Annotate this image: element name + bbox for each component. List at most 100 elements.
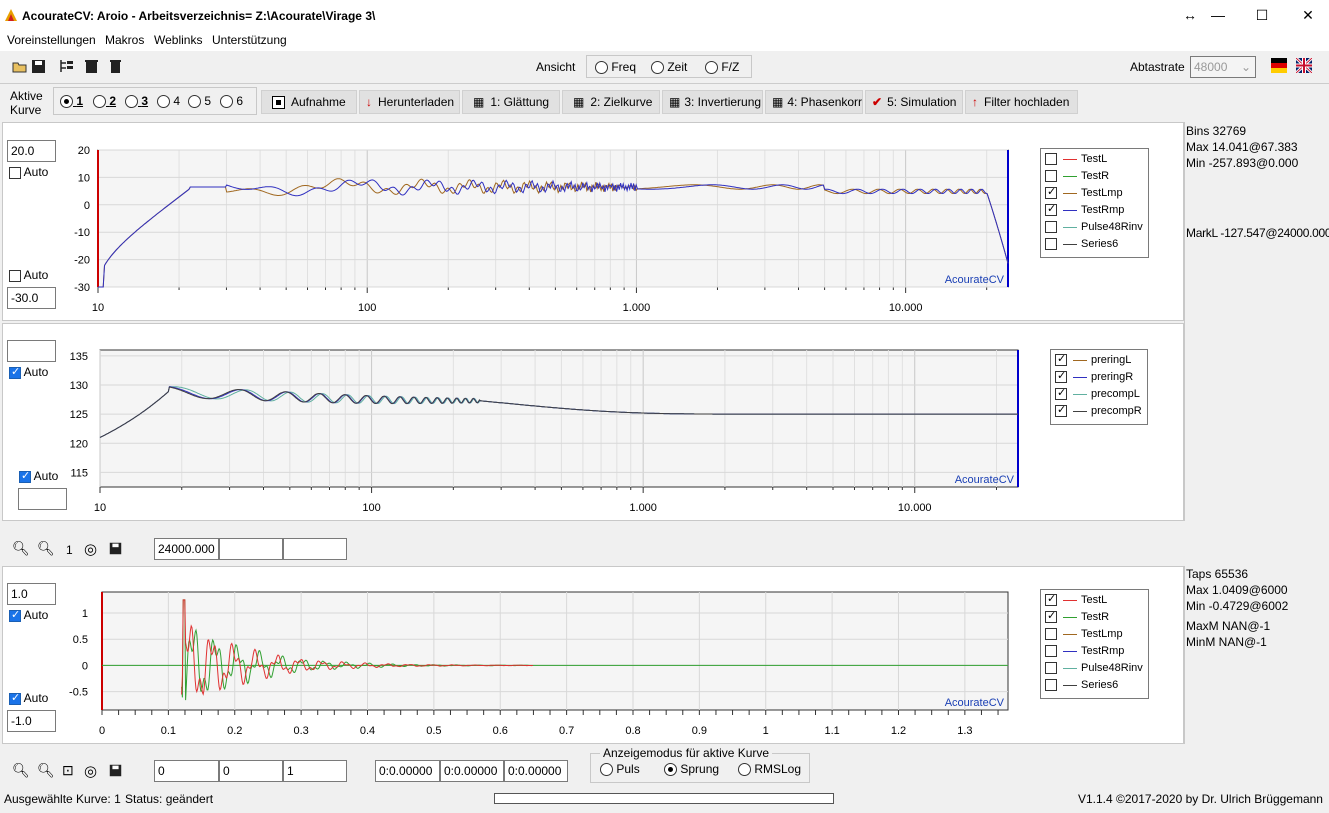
plot2-auto-top[interactable]: Auto [9, 365, 48, 379]
menu-unterstuetzung[interactable]: Unterstützung [212, 33, 287, 47]
close-button[interactable]: ✕ [1302, 7, 1314, 23]
plot1-legend-item[interactable]: TestLmp [1045, 185, 1123, 202]
curve-radio-4[interactable]: 4 [157, 94, 180, 109]
legend-checkbox[interactable] [1045, 645, 1057, 658]
mark-field-2[interactable] [219, 538, 283, 560]
ansicht-zeit[interactable]: Zeit [651, 60, 687, 75]
plot3-chart[interactable]: 0 0.1 0.2 0.3 0.4 0.5 0.6 0.7 0.8 0.9 1 1.1 1.2 1.3 1 0… [60, 584, 1050, 742]
plot2-legend-item[interactable]: precompL [1055, 386, 1140, 403]
legend-checkbox[interactable] [1045, 221, 1057, 234]
legend-checkbox[interactable] [1045, 202, 1057, 217]
zoom-window-icon[interactable]: ⊡ [62, 762, 74, 778]
curve-radio-1[interactable]: 1 [60, 94, 83, 109]
plot2-chart[interactable]: 135 130 125 120 115 10 100 1.000 10.000 AcourateC… [60, 340, 1035, 520]
save-icon[interactable] [30, 58, 47, 75]
plot2-auto-bottom[interactable]: Auto [19, 469, 58, 483]
maximize-button[interactable]: ☐ [1255, 7, 1269, 23]
plot3-legend-item[interactable]: TestL [1045, 592, 1107, 609]
ansicht-freq[interactable]: Freq [595, 60, 636, 75]
legend-checkbox[interactable] [1045, 609, 1057, 624]
plot3-ymax-input[interactable]: 1.0 [7, 583, 56, 605]
plot3-legend-item[interactable]: Pulse48Rinv [1045, 662, 1143, 677]
plot1-auto-top[interactable]: Auto [9, 165, 48, 179]
aufnahme-button[interactable]: Aufnahme [261, 90, 357, 114]
legend-checkbox[interactable] [1055, 352, 1067, 367]
plot3-auto-top[interactable]: Auto [9, 608, 48, 622]
restore-icon[interactable]: ↔ [1183, 7, 1197, 23]
plot1-ymax-input[interactable]: 20.0 [7, 140, 56, 162]
legend-checkbox[interactable] [1045, 170, 1057, 183]
plot2-ymin-input[interactable] [18, 488, 67, 510]
legend-checkbox[interactable] [1045, 662, 1057, 675]
plot3-legend-item[interactable]: TestLmp [1045, 628, 1123, 643]
range-field-2[interactable]: 0 [219, 760, 283, 782]
plot2-legend-item[interactable]: preringR [1055, 369, 1133, 386]
plot1-legend-item[interactable]: Pulse48Rinv [1045, 221, 1143, 236]
plot2-legend-item[interactable]: preringL [1055, 352, 1131, 369]
minimize-button[interactable]: — [1211, 7, 1225, 23]
menu-voreinstellungen[interactable]: Voreinstellungen [7, 33, 96, 47]
curve-radio-6[interactable]: 6 [220, 94, 243, 109]
menu-makros[interactable]: Makros [105, 33, 145, 47]
mark-field-3[interactable] [283, 538, 347, 560]
range-field-1[interactable]: 0 [154, 760, 219, 782]
curve-radio-3[interactable]: 3 [125, 94, 148, 109]
legend-checkbox[interactable] [1055, 403, 1067, 418]
ansicht-fz[interactable]: F/Z [705, 60, 739, 75]
plot2-legend-item[interactable]: precompR [1055, 403, 1142, 420]
plot1-legend-item[interactable]: Series6 [1045, 238, 1118, 253]
plot3-legend-item[interactable]: Series6 [1045, 679, 1118, 694]
plot3-legend-item[interactable]: TestRmp [1045, 645, 1124, 660]
plot1-legend-item[interactable]: TestRmp [1045, 202, 1124, 219]
zielkurve-button[interactable]: ▦ 2: Zielkurve [562, 90, 660, 114]
legend-checkbox[interactable] [1045, 153, 1057, 166]
mark-field-1[interactable]: 24000.000 [154, 538, 219, 560]
zoom-out-icon[interactable]: 🔍︎ [37, 540, 55, 556]
target-icon[interactable]: ◎ [84, 541, 98, 558]
delete-multiple-icon[interactable] [83, 58, 100, 75]
plot3-auto-bottom[interactable]: Auto [9, 691, 48, 705]
plot1-ymin-input[interactable]: -30.0 [7, 287, 56, 309]
open-folder-icon[interactable] [12, 58, 29, 75]
legend-checkbox[interactable] [1055, 369, 1067, 384]
plot1-legend-item[interactable]: TestR [1045, 170, 1109, 185]
plot2-ymax-input[interactable] [7, 340, 56, 362]
mode-sprung[interactable]: Sprung [664, 762, 719, 777]
invertierung-button[interactable]: ▦ 3: Invertierung [662, 90, 763, 114]
tree-icon[interactable] [58, 58, 75, 75]
curve-radio-2[interactable]: 2 [93, 94, 116, 109]
plot1-legend-item[interactable]: TestL [1045, 153, 1107, 168]
herunterladen-button[interactable]: ↓ Herunterladen [359, 90, 460, 114]
flag-uk-icon[interactable] [1296, 58, 1312, 73]
phasenkorr-button[interactable]: ▦ 4: Phasenkorr [765, 90, 863, 114]
legend-checkbox[interactable] [1055, 386, 1067, 401]
mode-rmslog[interactable]: RMSLog [738, 762, 801, 777]
save-icon[interactable] [108, 541, 123, 556]
legend-checkbox[interactable] [1045, 679, 1057, 692]
save-icon[interactable] [108, 763, 123, 778]
trash-icon[interactable] [107, 58, 124, 75]
time-field-3[interactable]: 0:0.00000 [504, 760, 568, 782]
zoom-out-icon[interactable]: 🔍︎ [37, 762, 55, 778]
abtastrate-select[interactable]: 48000 ⌄ [1190, 56, 1256, 78]
menu-weblinks[interactable]: Weblinks [154, 33, 203, 47]
simulation-button[interactable]: ✔ 5: Simulation [865, 90, 963, 114]
time-field-1[interactable]: 0:0.00000 [375, 760, 440, 782]
zoom-in-icon[interactable]: 🔍︎ [12, 540, 30, 556]
legend-checkbox[interactable] [1045, 238, 1057, 251]
filter-hochladen-button[interactable]: ↑ Filter hochladen [965, 90, 1078, 114]
time-field-2[interactable]: 0:0.00000 [440, 760, 504, 782]
curve-radio-5[interactable]: 5 [188, 94, 211, 109]
zoom-in-icon[interactable]: 🔍︎ [12, 762, 30, 778]
plot3-legend-item[interactable]: TestR [1045, 609, 1109, 626]
legend-checkbox[interactable] [1045, 628, 1057, 641]
target-icon[interactable]: ◎ [84, 763, 98, 780]
glaettung-button[interactable]: ▦ 1: Glättung [462, 90, 560, 114]
legend-checkbox[interactable] [1045, 592, 1057, 607]
legend-checkbox[interactable] [1045, 185, 1057, 200]
plot3-ymin-input[interactable]: -1.0 [7, 710, 56, 732]
plot1-auto-bottom[interactable]: Auto [9, 268, 48, 282]
range-field-3[interactable]: 1 [283, 760, 347, 782]
flag-de-icon[interactable] [1271, 58, 1287, 73]
